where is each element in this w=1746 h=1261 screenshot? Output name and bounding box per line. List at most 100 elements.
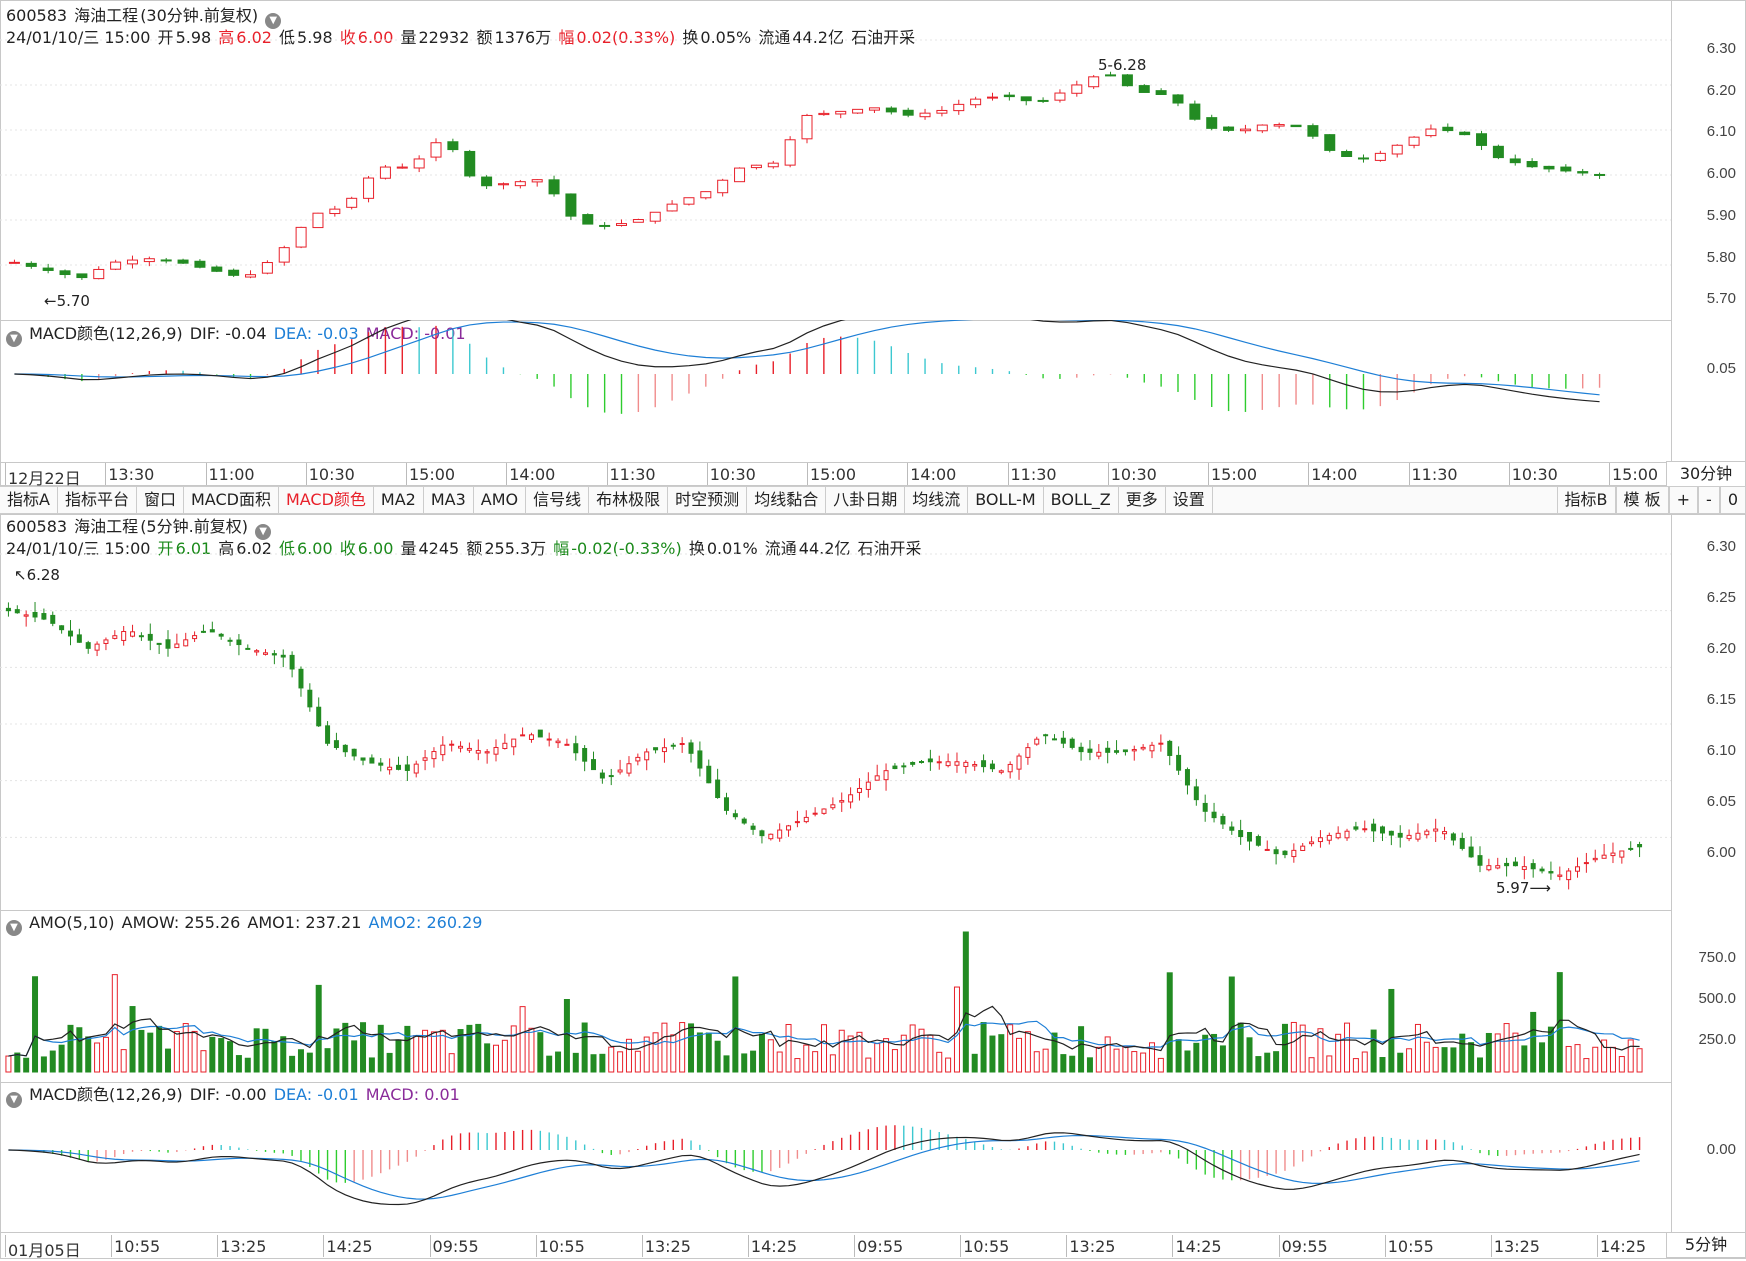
volume-bar [1618,1056,1625,1073]
candle [1060,730,1066,749]
candle [25,261,37,269]
toolbar-tab-2[interactable]: 窗口 [137,487,184,513]
volume-bar [1565,1045,1572,1073]
volume-bar [209,1036,216,1073]
bottom-low-annotation: 5.97⟶ [1496,879,1551,897]
candle [177,258,189,265]
volume-bar [422,1029,429,1073]
candle [1087,740,1093,761]
candle [41,608,47,621]
candle [531,179,543,187]
candle [1176,746,1182,775]
bottom-price-tick: 6.25 [1706,589,1736,606]
volume-bar [856,1031,863,1073]
toolbar-tab-7[interactable]: AMO [474,487,527,513]
toolbar-tab-14[interactable]: BOLL-M [968,487,1044,513]
toolbar-right-tab-0[interactable]: 指标B [1556,487,1616,513]
bottom-price-tick: 6.20 [1706,640,1736,657]
toolbar-tab-0[interactable]: 指标A [0,487,58,513]
toolbar-tab-1[interactable]: 指标平台 [58,487,137,513]
volume-bar [244,1057,251,1073]
toolbar-right-tab-3[interactable]: - [1698,487,1720,513]
candle [1341,149,1353,157]
dif-line [8,1132,1640,1206]
candle [14,605,20,614]
chevron-down-icon[interactable]: ▼ [6,331,22,347]
candle [1239,124,1251,134]
top-price-tick: 6.30 [1706,40,1736,57]
top-period-label[interactable]: 30分钟 [1666,461,1746,487]
toolbar-right-tab-1[interactable]: 模 板 [1615,487,1669,513]
candle [1155,88,1167,95]
chevron-down-icon[interactable]: ▼ [265,13,282,29]
bottom-xtick-mark [1490,1235,1492,1257]
candle [1255,834,1261,847]
candle [784,136,796,168]
volume-bar [484,1043,491,1073]
top-chart-title: 600583 海油工程 (30分钟.前复权) ▼ [6,6,283,29]
volume-bar [723,1055,730,1073]
candle [147,623,153,651]
candle [271,650,277,665]
toolbar-tab-16[interactable]: 更多 [1119,487,1166,513]
top-low-annotation: ←5.70 [44,292,90,310]
candle [786,824,792,837]
candle [599,222,611,230]
candle [192,631,198,642]
candle [1016,753,1022,780]
candle [481,175,493,189]
candle [852,108,864,114]
volume-bar [85,1036,92,1073]
bottom-xtick-mark [960,1235,962,1257]
candle [986,92,998,101]
chevron-down-icon[interactable]: ▼ [6,920,22,936]
toolbar-tab-12[interactable]: 八卦日期 [826,487,906,513]
volume-bar [1193,1042,1200,1073]
toolbar-tab-17[interactable]: 设置 [1166,487,1213,513]
volume-bar [528,1027,535,1073]
candle [839,792,845,812]
volume-bar [191,1030,198,1073]
volume-bar [360,1022,367,1073]
candle [342,744,348,757]
chevron-down-icon[interactable]: ▼ [6,1092,22,1108]
candle [76,273,88,280]
volume-bar [847,1035,854,1073]
amo-tick: 500.0 [1698,990,1736,1007]
volume-bar [1344,1022,1351,1073]
toolbar-tab-5[interactable]: MA2 [374,487,424,513]
toolbar-tab-10[interactable]: 时空预测 [668,487,748,513]
volume-bar [1024,1031,1031,1073]
candle [989,760,995,773]
toolbar-tab-13[interactable]: 均线流 [905,487,969,513]
volume-bar [1246,1037,1253,1073]
volume-bar [1255,1056,1262,1073]
candle [865,772,871,798]
toolbar-tab-15[interactable]: BOLL_Z [1044,487,1119,513]
volume-bar [1157,1057,1164,1073]
candle [1220,813,1226,829]
toolbar-right-tab-4[interactable]: 0 [1719,487,1746,513]
toolbar-tab-6[interactable]: MA3 [424,487,474,513]
candle [395,756,401,771]
toolbar-tab-8[interactable]: 信号线 [526,487,590,513]
toolbar-right-tab-2[interactable]: + [1668,487,1699,513]
candle [464,149,476,178]
candle [573,735,579,761]
volume-bar [741,1053,748,1073]
chevron-down-icon[interactable]: ▼ [255,524,272,540]
top-candlestick-chart[interactable] [0,0,1672,320]
volume-bar [1122,1046,1129,1073]
toolbar-tab-11[interactable]: 均线黏合 [747,487,827,513]
bottom-period-label[interactable]: 5分钟 [1666,1232,1746,1258]
toolbar-tab-3[interactable]: MACD面积 [184,487,279,513]
volume-bar [1264,1052,1271,1073]
volume-bar [289,1055,296,1073]
volume-bar [1131,1051,1138,1073]
toolbar-tab-9[interactable]: 布林极限 [589,487,669,513]
candle [329,205,341,217]
toolbar-tab-4[interactable]: MACD颜色 [279,487,374,513]
candle [1121,74,1133,87]
candle [1071,80,1083,97]
bottom-candlestick-chart[interactable] [0,514,1672,910]
